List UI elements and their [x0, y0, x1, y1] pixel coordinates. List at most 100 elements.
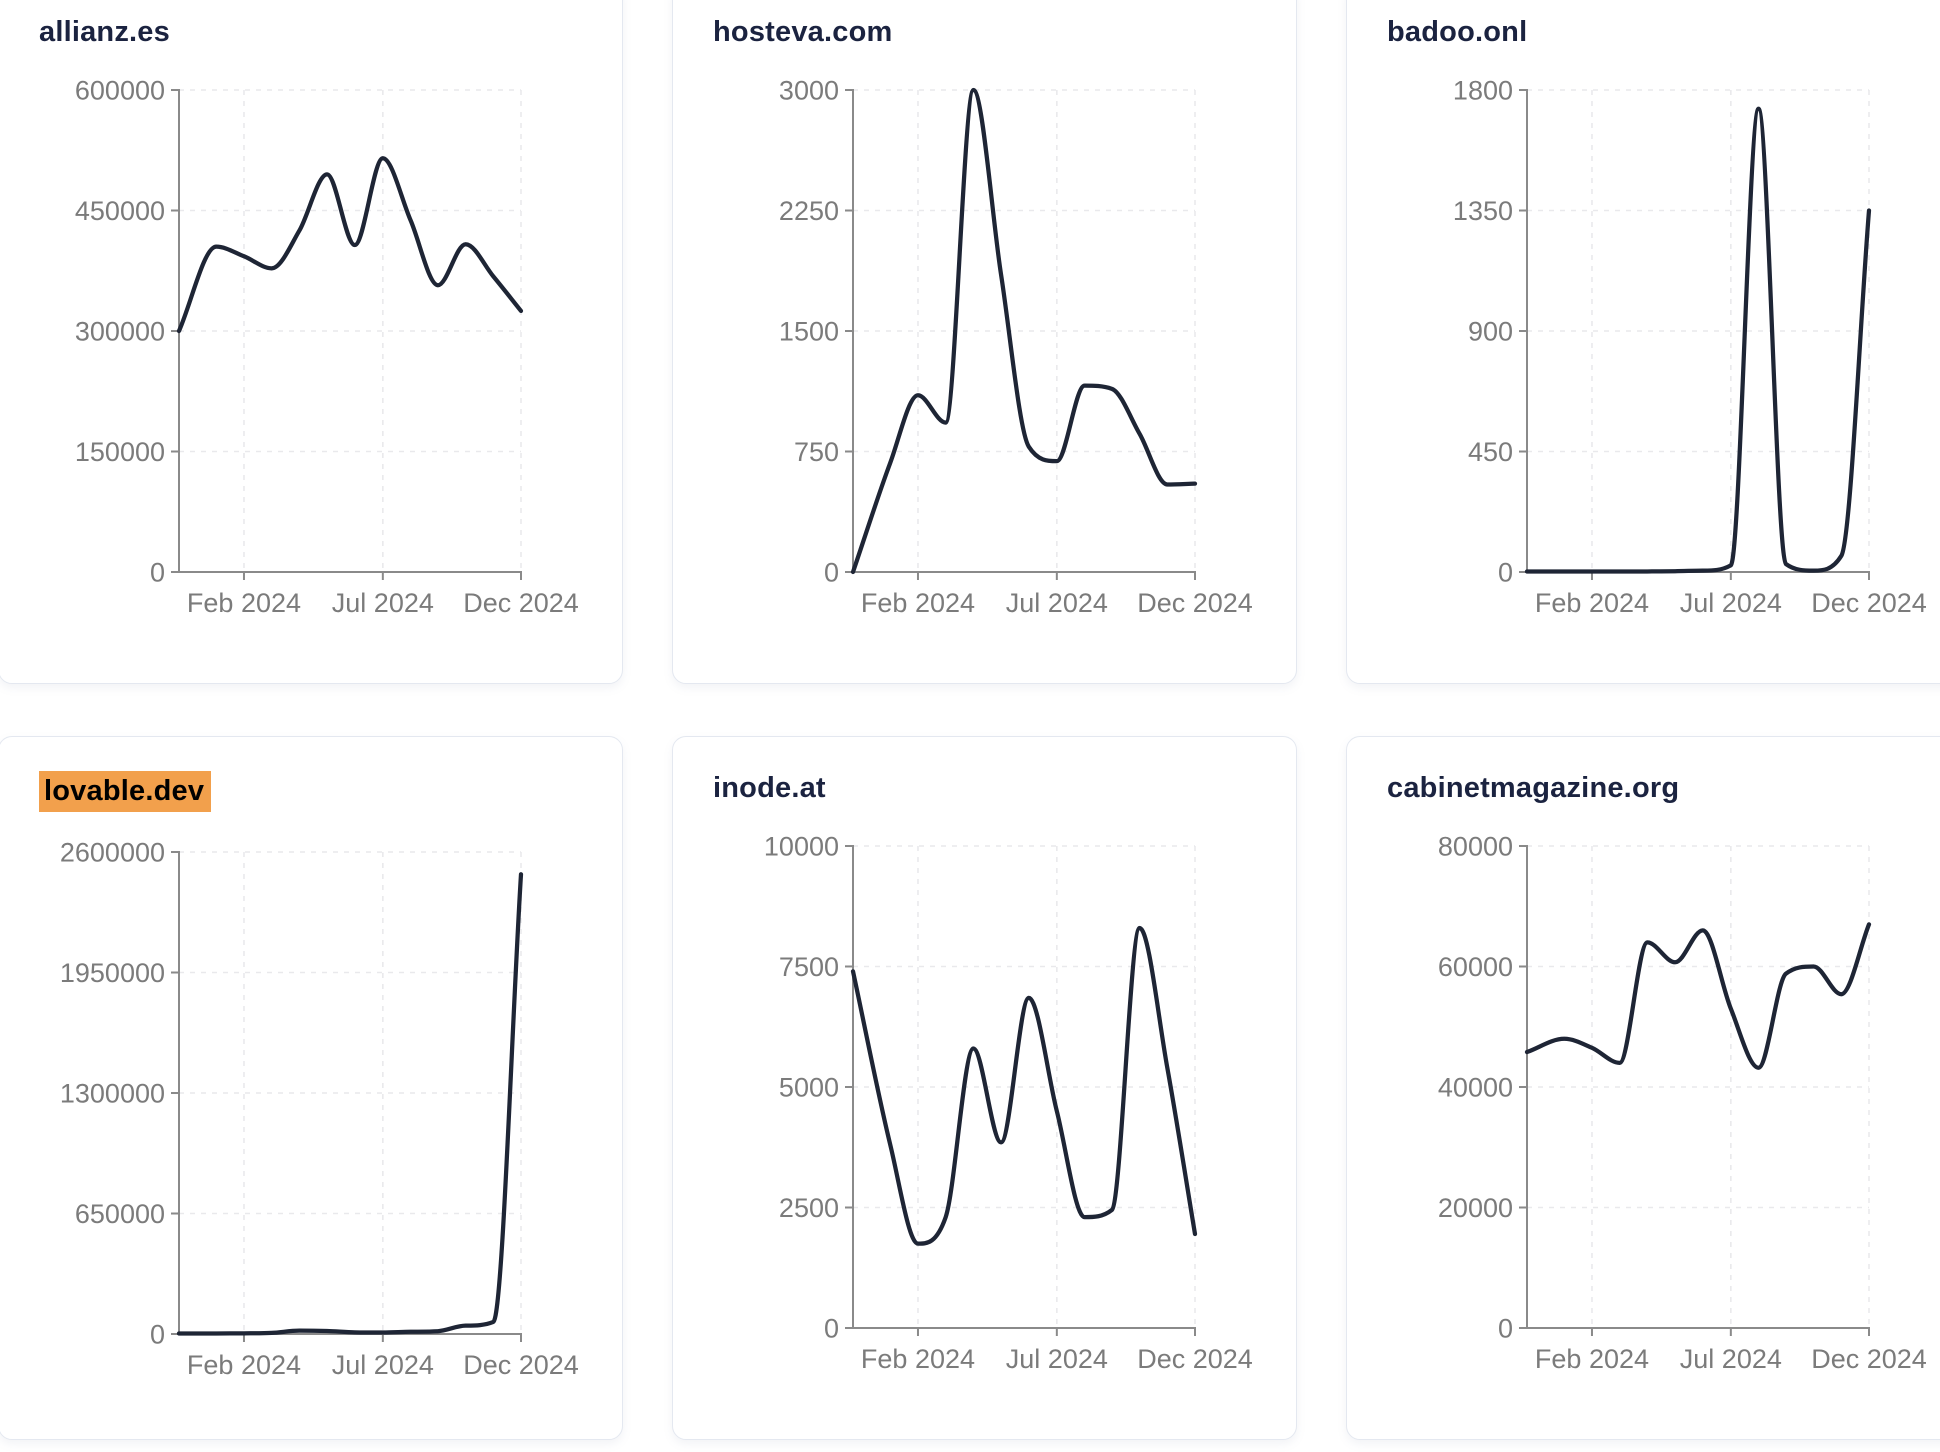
line-chart-svg: 0 750 1500 2250 3000 Feb 2024 Jul 2024 Dec 2024 — [779, 75, 1253, 618]
trend-curve — [1524, 921, 1872, 1070]
chart-card: badoo.onl 0 450 900 1350 1800 Feb 2024 Jul 202… — [1346, 0, 1940, 684]
line-chart-svg: 0 450 900 1350 1800 Feb 2024 Jul 2024 Dec 2024 — [1453, 75, 1927, 618]
domain-link[interactable]: hosteva.com — [713, 16, 893, 48]
svg-text:Jul 2024: Jul 2024 — [1006, 1344, 1108, 1374]
chart-title: lovable.dev — [39, 771, 622, 812]
x-tick-labels: Feb 2024 Jul 2024 Dec 2024 — [187, 588, 579, 618]
chart-card: inode.at 0 2500 5000 7500 10000 Feb 2024 Jul 2… — [672, 736, 1297, 1440]
domain-link[interactable]: badoo.onl — [1387, 16, 1528, 48]
svg-text:40000: 40000 — [1438, 1072, 1513, 1102]
line-chart: 0 20000 40000 60000 80000 Feb 2024 Jul 2024 Dec… — [1347, 816, 1940, 1416]
svg-text:2250: 2250 — [779, 196, 839, 226]
gridlines — [1527, 844, 1870, 1328]
y-tick-labels: 0 150000 300000 450000 600000 — [75, 75, 165, 587]
svg-text:Jul 2024: Jul 2024 — [1006, 588, 1108, 618]
svg-text:Feb 2024: Feb 2024 — [187, 588, 301, 618]
x-tick-labels: Feb 2024 Jul 2024 Dec 2024 — [1535, 588, 1927, 618]
trend-curve — [176, 871, 524, 1336]
svg-text:650000: 650000 — [75, 1199, 165, 1229]
y-tick-labels: 0 650000 1300000 1950000 2600000 — [60, 837, 165, 1349]
svg-text:0: 0 — [824, 557, 839, 587]
line-chart: 0 750 1500 2250 3000 Feb 2024 Jul 2024 Dec 2024 — [673, 60, 1296, 660]
svg-text:Dec 2024: Dec 2024 — [1811, 1344, 1927, 1374]
chart-card: cabinetmagazine.org 0 20000 40000 60000 8000… — [1346, 736, 1940, 1440]
svg-text:80000: 80000 — [1438, 831, 1513, 861]
y-tick-labels: 0 750 1500 2250 3000 — [779, 75, 839, 587]
chart-card: hosteva.com 0 750 1500 2250 3000 Feb 2024 Jul … — [672, 0, 1297, 684]
svg-text:2600000: 2600000 — [60, 837, 165, 867]
svg-text:Feb 2024: Feb 2024 — [861, 1344, 975, 1374]
svg-text:1950000: 1950000 — [60, 958, 165, 988]
svg-text:Dec 2024: Dec 2024 — [1811, 588, 1927, 618]
axes — [845, 88, 1196, 580]
trend-curve — [176, 155, 524, 333]
x-tick-labels: Feb 2024 Jul 2024 Dec 2024 — [187, 1350, 579, 1380]
svg-text:600000: 600000 — [75, 75, 165, 105]
chart-card: lovable.dev 0 650000 1300000 1950000 2600000… — [0, 736, 623, 1440]
domain-link[interactable]: allianz.es — [39, 16, 170, 48]
line-chart-svg: 0 2500 5000 7500 10000 Feb 2024 Jul 2024 Dec 20… — [764, 831, 1253, 1374]
chart-title: hosteva.com — [713, 15, 1296, 50]
chart-title: allianz.es — [39, 15, 622, 50]
svg-text:10000: 10000 — [764, 831, 839, 861]
gridlines — [179, 850, 522, 1334]
svg-text:0: 0 — [1498, 557, 1513, 587]
domain-link[interactable]: lovable.dev — [39, 771, 212, 812]
line-chart-svg: 0 20000 40000 60000 80000 Feb 2024 Jul 2024 Dec… — [1438, 831, 1927, 1374]
svg-text:0: 0 — [1498, 1313, 1513, 1343]
axes — [1519, 844, 1870, 1336]
gridlines — [1527, 88, 1870, 572]
svg-text:450000: 450000 — [75, 196, 165, 226]
svg-text:60000: 60000 — [1438, 952, 1513, 982]
trend-curve — [1524, 106, 1872, 574]
gridlines — [853, 88, 1196, 572]
svg-text:Jul 2024: Jul 2024 — [1680, 1344, 1782, 1374]
x-tick-labels: Feb 2024 Jul 2024 Dec 2024 — [1535, 1344, 1927, 1374]
chart-title: cabinetmagazine.org — [1387, 771, 1940, 806]
line-chart-svg: 0 650000 1300000 1950000 2600000 Feb 2024 Jul … — [60, 837, 579, 1380]
trend-curve — [850, 925, 1198, 1246]
svg-text:Jul 2024: Jul 2024 — [1680, 588, 1782, 618]
chart-title: inode.at — [713, 771, 1296, 806]
svg-text:0: 0 — [150, 557, 165, 587]
y-tick-labels: 0 2500 5000 7500 10000 — [764, 831, 839, 1343]
svg-text:450: 450 — [1468, 437, 1513, 467]
x-tick-labels: Feb 2024 Jul 2024 Dec 2024 — [861, 588, 1253, 618]
svg-text:Jul 2024: Jul 2024 — [332, 1350, 434, 1380]
svg-text:2500: 2500 — [779, 1193, 839, 1223]
svg-text:Dec 2024: Dec 2024 — [463, 588, 579, 618]
svg-text:1500: 1500 — [779, 316, 839, 346]
svg-text:900: 900 — [1468, 316, 1513, 346]
svg-text:Dec 2024: Dec 2024 — [463, 1350, 579, 1380]
svg-text:Feb 2024: Feb 2024 — [861, 588, 975, 618]
svg-text:20000: 20000 — [1438, 1193, 1513, 1223]
svg-text:1800: 1800 — [1453, 75, 1513, 105]
axes — [171, 850, 522, 1342]
line-chart: 0 2500 5000 7500 10000 Feb 2024 Jul 2024 Dec 20… — [673, 816, 1296, 1416]
svg-text:3000: 3000 — [779, 75, 839, 105]
gridlines — [853, 844, 1196, 1328]
svg-text:Dec 2024: Dec 2024 — [1137, 1344, 1253, 1374]
gridlines — [179, 88, 522, 572]
y-tick-labels: 0 450 900 1350 1800 — [1453, 75, 1513, 587]
svg-text:0: 0 — [824, 1313, 839, 1343]
x-tick-labels: Feb 2024 Jul 2024 Dec 2024 — [861, 1344, 1253, 1374]
svg-text:150000: 150000 — [75, 437, 165, 467]
svg-text:5000: 5000 — [779, 1072, 839, 1102]
svg-text:Feb 2024: Feb 2024 — [187, 1350, 301, 1380]
svg-text:300000: 300000 — [75, 316, 165, 346]
svg-text:0: 0 — [150, 1319, 165, 1349]
domain-link[interactable]: cabinetmagazine.org — [1387, 772, 1680, 804]
svg-text:750: 750 — [794, 437, 839, 467]
line-chart: 0 150000 300000 450000 600000 Feb 2024 Jul 202… — [0, 60, 622, 660]
svg-text:7500: 7500 — [779, 952, 839, 982]
y-tick-labels: 0 20000 40000 60000 80000 — [1438, 831, 1513, 1343]
domain-link[interactable]: inode.at — [713, 772, 826, 804]
svg-text:Feb 2024: Feb 2024 — [1535, 588, 1649, 618]
line-chart: 0 650000 1300000 1950000 2600000 Feb 2024 Jul … — [0, 822, 622, 1422]
svg-text:Dec 2024: Dec 2024 — [1137, 588, 1253, 618]
axes — [171, 88, 522, 580]
axes — [1519, 88, 1870, 580]
chart-card: allianz.es 0 150000 300000 450000 600000 Feb … — [0, 0, 623, 684]
